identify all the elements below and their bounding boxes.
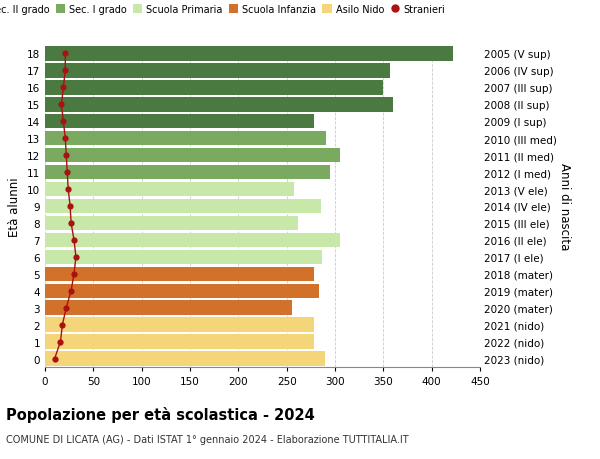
Bar [45, 199, 320, 214]
Bar [45, 182, 295, 197]
Text: COMUNE DI LICATA (AG) - Dati ISTAT 1° gennaio 2024 - Elaborazione TUTTITALIA.IT: COMUNE DI LICATA (AG) - Dati ISTAT 1° ge… [6, 434, 409, 444]
Bar [45, 233, 340, 247]
Bar [45, 132, 326, 146]
Text: Popolazione per età scolastica - 2024: Popolazione per età scolastica - 2024 [6, 406, 315, 422]
Legend: Sec. II grado, Sec. I grado, Scuola Primaria, Scuola Infanzia, Asilo Nido, Stran: Sec. II grado, Sec. I grado, Scuola Prim… [0, 1, 449, 19]
Bar [45, 352, 325, 366]
Bar [45, 318, 314, 332]
Bar [45, 47, 453, 62]
Bar [45, 250, 322, 264]
Bar [45, 284, 319, 298]
Bar [45, 216, 298, 230]
Bar [45, 166, 330, 180]
Bar [45, 115, 314, 129]
Y-axis label: Anni di nascita: Anni di nascita [558, 163, 571, 250]
Y-axis label: Età alunni: Età alunni [8, 177, 22, 236]
Bar [45, 335, 314, 349]
Bar [45, 149, 340, 163]
Bar [45, 301, 292, 315]
Bar [45, 64, 390, 78]
Bar [45, 98, 393, 112]
Bar [45, 267, 314, 281]
Bar [45, 81, 383, 95]
